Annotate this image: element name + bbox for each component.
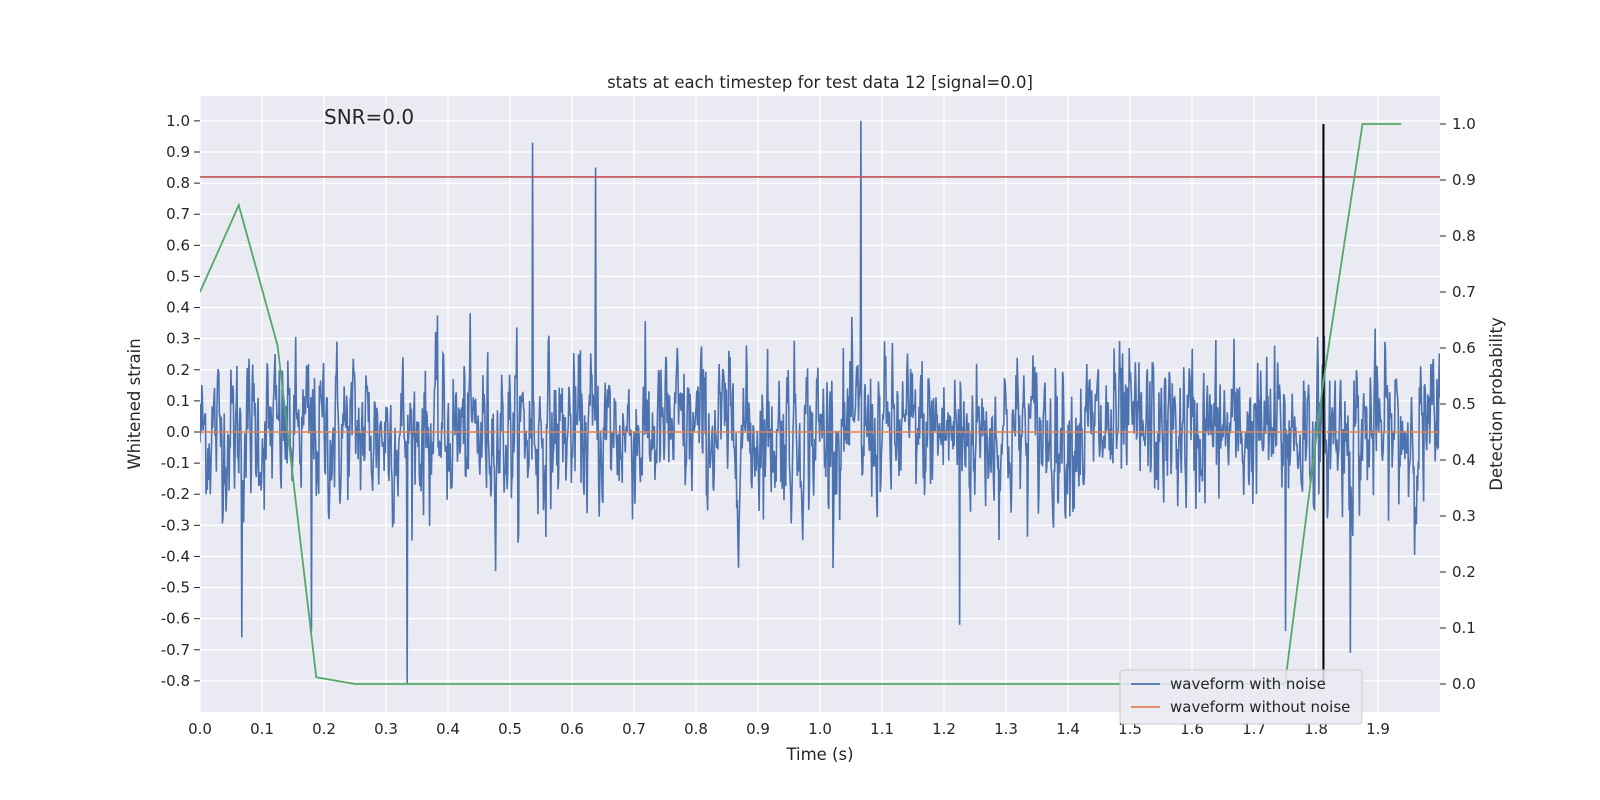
y-tick-label: 0.4 [166, 299, 190, 317]
y-tick-label: 0.1 [166, 392, 190, 410]
y-tick-label: -0.4 [161, 547, 190, 565]
y-tick-label: 0.6 [166, 236, 190, 254]
y2-tick-label: 0.6 [1452, 339, 1476, 357]
x-tick-label: 1.9 [1366, 720, 1390, 738]
y2-tick-label: 0.7 [1452, 283, 1476, 301]
y-tick-label: -0.1 [161, 454, 190, 472]
y-tick-label: 1.0 [166, 112, 190, 130]
y2-tick-label: 0.4 [1452, 451, 1476, 469]
x-tick-label: 1.2 [932, 720, 956, 738]
x-tick-label: 0.8 [684, 720, 708, 738]
y-tick-label: -0.6 [161, 610, 190, 628]
y-ticks: 1.0 0.9 0.8 0.7 0.6 0.5 0.4 0.3 0.2 0.1 0.0 -0.1 -0.… [161, 112, 200, 690]
x-tick-label: 1.4 [1056, 720, 1080, 738]
legend: waveform with noise waveform without noi… [1119, 669, 1363, 725]
y2-tick-label: 0.0 [1452, 675, 1476, 693]
y2-tick-label: 1.0 [1452, 115, 1476, 133]
x-tick-label: 0.2 [312, 720, 336, 738]
y-tick-label: -0.8 [161, 672, 190, 690]
y-tick-label: 0.9 [166, 143, 190, 161]
x-tick-label: 0.7 [622, 720, 646, 738]
x-axis-label: Time (s) [785, 745, 853, 764]
y-axis-label: Whitened strain [125, 338, 144, 469]
y2-tick-label: 0.8 [1452, 227, 1476, 245]
y2-axis-label: Detection probability [1487, 317, 1506, 491]
y2-tick-label: 0.2 [1452, 563, 1476, 581]
x-tick-label: 1.3 [994, 720, 1018, 738]
y-tick-label: 0.3 [166, 330, 190, 348]
x-tick-label: 1.1 [870, 720, 894, 738]
x-tick-label: 0.3 [374, 720, 398, 738]
y2-tick-label: 0.5 [1452, 395, 1476, 413]
y-tick-label: -0.3 [161, 516, 190, 534]
x-tick-label: 0.0 [188, 720, 212, 738]
y-tick-label: 0.7 [166, 205, 190, 223]
x-tick-label: 1.0 [808, 720, 832, 738]
y2-tick-label: 0.3 [1452, 507, 1476, 525]
y2-tick-label: 0.9 [1452, 171, 1476, 189]
x-tick-label: 0.6 [560, 720, 584, 738]
series-waveform-with-noise [200, 120, 1440, 685]
x-tick-label: 0.5 [498, 720, 522, 738]
x-tick-label: 0.1 [250, 720, 274, 738]
grid [199, 96, 1440, 712]
y2-tick-label: 0.1 [1452, 619, 1476, 637]
x-tick-label: 0.9 [746, 720, 770, 738]
y2-ticks: 1.0 0.9 0.8 0.7 0.6 0.5 0.4 0.3 0.2 0.1 0.0 [1440, 115, 1476, 693]
legend-label-waveform-with-noise: waveform with noise [1170, 675, 1326, 693]
y-tick-label: 0.8 [166, 174, 190, 192]
series-detection-probability [200, 123, 1402, 685]
y-tick-label: -0.7 [161, 641, 190, 659]
y-tick-label: 0.5 [166, 267, 190, 285]
legend-box [1119, 669, 1363, 725]
y-tick-label: -0.5 [161, 579, 190, 597]
legend-label-waveform-without-noise: waveform without noise [1170, 698, 1350, 716]
plot-lines [200, 120, 1440, 685]
x-tick-label: 0.4 [436, 720, 460, 738]
y-tick-label: -0.2 [161, 485, 190, 503]
y-tick-label: 0.2 [166, 361, 190, 379]
y-tick-label: 0.0 [166, 423, 190, 441]
snr-annotation: SNR=0.0 [324, 105, 414, 129]
chart-title: stats at each timestep for test data 12 … [607, 73, 1033, 92]
